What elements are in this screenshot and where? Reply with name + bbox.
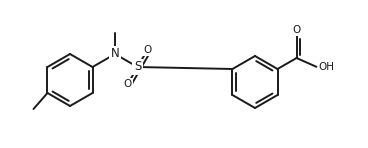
Text: O: O	[293, 25, 301, 35]
Text: O: O	[123, 79, 132, 89]
Text: S: S	[134, 61, 141, 74]
Text: N: N	[111, 48, 119, 61]
Text: OH: OH	[318, 62, 335, 72]
Text: O: O	[144, 45, 152, 55]
